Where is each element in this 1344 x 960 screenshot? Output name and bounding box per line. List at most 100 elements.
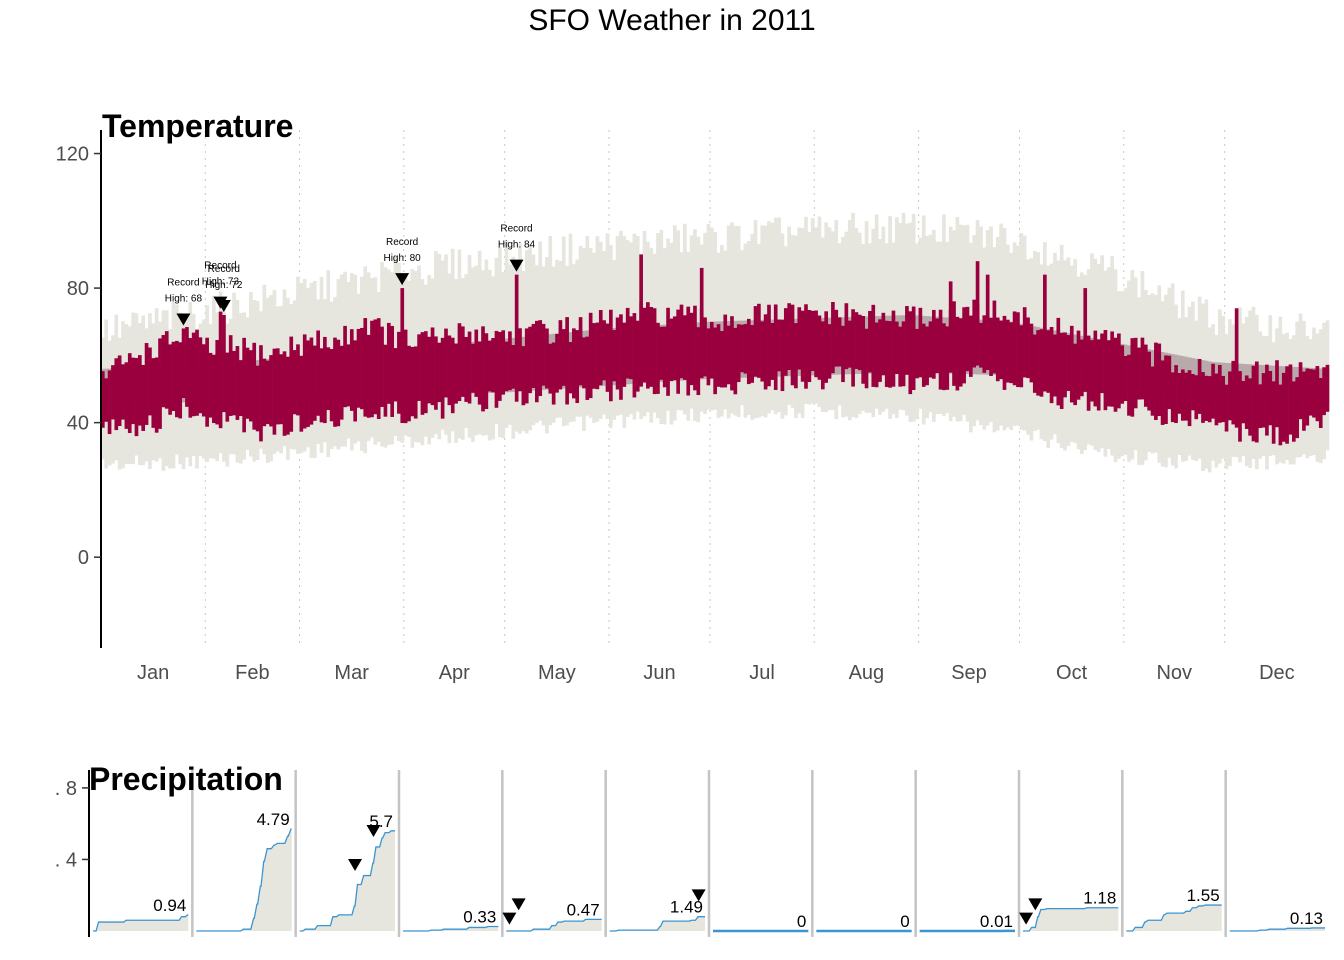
precip-cumulative-line: [506, 918, 602, 932]
daily-temp-bar: [609, 309, 613, 402]
record-range-bar: [777, 217, 781, 413]
daily-temp-bar: [921, 323, 926, 387]
daily-temp-bar: [763, 314, 768, 390]
daily-temp-bar: [481, 326, 485, 412]
daily-temp-bar: [249, 350, 253, 422]
daily-temp-bar: [810, 310, 815, 372]
daily-temp-bar: [605, 323, 610, 392]
daily-temp-bar: [225, 352, 230, 422]
daily-temp-bar: [585, 336, 590, 400]
daily-temp-bar: [1110, 331, 1114, 407]
record-label-line1: Record: [167, 277, 199, 288]
daily-temp-bar: [1228, 371, 1232, 421]
daily-temp-bar: [1043, 334, 1047, 392]
daily-temp-bar: [1231, 360, 1236, 425]
daily-temp-bar: [820, 321, 825, 390]
record-label-line2: High: 73: [202, 277, 240, 288]
daily-temp-bar: [891, 310, 896, 387]
daily-temp-bar: [1211, 363, 1215, 419]
precip-cumulative-area: [1126, 905, 1222, 931]
daily-temp-bar: [198, 337, 203, 414]
precip-cumulative-area: [1023, 907, 1119, 931]
daily-temp-bar: [460, 326, 465, 397]
daily-temp-bar: [235, 346, 240, 420]
daily-temp-bar: [538, 320, 543, 397]
daily-temp-bar: [410, 346, 415, 417]
daily-temp-bar: [1261, 373, 1266, 428]
temp-month-label: Mar: [334, 662, 369, 684]
daily-temp-bar: [588, 312, 593, 399]
daily-temp-bar: [871, 304, 876, 387]
record-range-bar: [548, 235, 553, 426]
daily-temp-bar: [1083, 338, 1088, 392]
daily-temp-peak: [948, 281, 953, 342]
daily-temp-bar: [935, 318, 940, 374]
daily-temp-bar: [861, 316, 866, 384]
daily-temp-bar: [393, 348, 398, 402]
daily-temp-bar: [1298, 362, 1303, 420]
daily-temp-bar: [962, 307, 966, 384]
daily-temp-bar: [740, 324, 744, 373]
daily-temp-bar: [1312, 369, 1316, 418]
precip-cumulative-line: [1229, 927, 1325, 932]
temp-month-label: Oct: [1056, 662, 1088, 684]
daily-temp-bar: [894, 321, 899, 375]
daily-temp-bar: [222, 315, 226, 413]
daily-temp-bar: [232, 350, 236, 416]
daily-temp-bar: [175, 340, 179, 418]
precip-month-total: 0.47: [567, 900, 600, 919]
daily-temp-bar: [1090, 340, 1094, 402]
record-label-line1: Record: [204, 261, 236, 272]
temp-y-tick-label: 80: [67, 278, 89, 300]
daily-temp-bar: [259, 345, 263, 442]
daily-temp-bar: [282, 351, 287, 436]
daily-temp-bar: [918, 307, 923, 378]
daily-temp-peak: [985, 274, 990, 340]
record-label-line2: High: 72: [205, 280, 243, 291]
record-label-line1: Record: [500, 224, 532, 235]
daily-temp-bar: [242, 337, 246, 433]
daily-temp-bar: [804, 304, 808, 389]
daily-temp-bar: [1224, 384, 1229, 432]
daily-temp-bar: [238, 360, 243, 417]
daily-temp-bar: [450, 337, 455, 414]
temperature-title: Temperature: [102, 108, 293, 144]
daily-temp-bar: [1194, 375, 1199, 420]
daily-temp-bar: [652, 308, 657, 395]
daily-temp-bar: [252, 342, 257, 430]
daily-temp-bar: [1214, 373, 1219, 426]
daily-temp-bar: [720, 331, 724, 388]
daily-temp-bar: [228, 335, 233, 416]
daily-temp-bar: [1143, 344, 1148, 407]
daily-temp-bar: [888, 321, 892, 388]
daily-temp-bar: [1117, 333, 1121, 409]
daily-temp-bar: [746, 318, 751, 385]
daily-temp-bar: [1201, 372, 1205, 423]
daily-temp-peak: [1234, 308, 1239, 401]
precip-cumulative-line: [1126, 904, 1222, 932]
daily-temp-bar: [1204, 375, 1209, 421]
daily-temp-bar: [521, 346, 526, 406]
daily-temp-bar: [1285, 366, 1289, 444]
daily-temp-bar: [447, 335, 452, 406]
temp-month-label: May: [538, 662, 576, 684]
daily-temp-bar: [1265, 364, 1269, 436]
daily-temp-bar: [1147, 351, 1151, 411]
daily-temp-bar: [1244, 375, 1249, 429]
daily-temp-bar: [770, 323, 775, 380]
daily-temp-bar: [1127, 354, 1131, 416]
daily-temp-bar: [508, 331, 512, 391]
daily-temp-bar: [1187, 370, 1192, 427]
daily-temp-bar: [1315, 366, 1320, 422]
daily-temp-bar: [1076, 330, 1081, 400]
daily-temp-bar: [201, 344, 206, 417]
daily-temp-bar: [407, 345, 411, 422]
record-range-bar: [874, 214, 879, 409]
record-range-bar: [733, 226, 738, 416]
daily-temp-bar: [1295, 377, 1300, 439]
daily-temp-bar: [107, 370, 112, 435]
daily-temp-bar: [1191, 373, 1195, 411]
daily-temp-bar: [736, 324, 741, 383]
daily-temp-bar: [386, 322, 391, 404]
daily-temp-bar: [743, 324, 748, 374]
